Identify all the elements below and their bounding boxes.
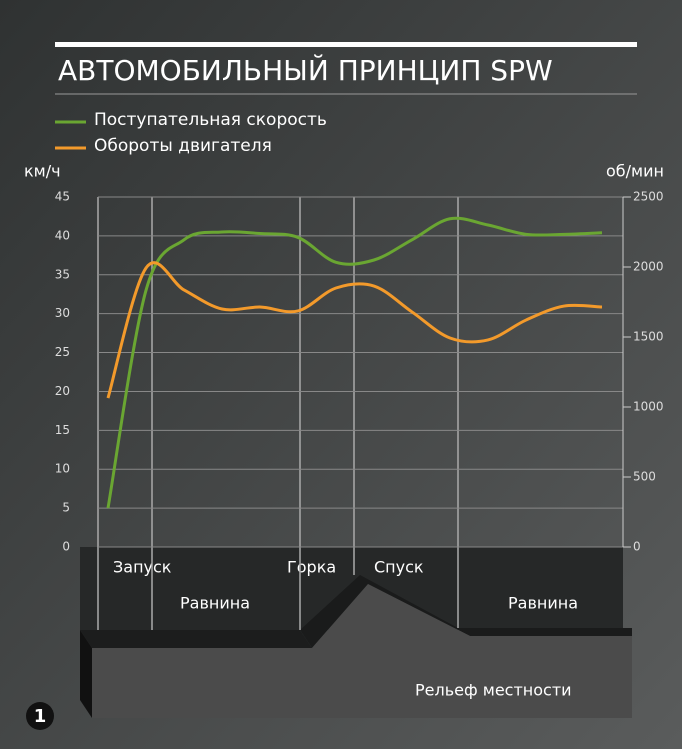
y-tick-label: 35: [55, 267, 70, 281]
terrain-top: [80, 630, 312, 648]
badge-label: 1: [34, 706, 47, 727]
y2-tick-label: 2500: [633, 190, 664, 204]
y2-tick-label: 2000: [633, 260, 664, 274]
y-axis-label: км/ч: [24, 162, 61, 181]
y-tick-label: 5: [62, 501, 70, 515]
y-tick-label: 45: [55, 190, 70, 204]
annotation: Равнина: [508, 594, 578, 613]
y2-tick-label: 0: [633, 540, 641, 554]
y-tick-label: 20: [55, 384, 70, 398]
annotation: Рельеф местности: [415, 681, 572, 700]
y2-axis-label: об/мин: [606, 162, 664, 181]
y-tick-label: 25: [55, 345, 70, 359]
y-tick-label: 40: [55, 228, 70, 242]
legend-label: Обороты двигателя: [94, 136, 272, 156]
y2-tick-label: 1500: [633, 330, 664, 344]
y2-tick-label: 500: [633, 470, 656, 484]
page: {"chart_data": {"type": "line", "title":…: [0, 0, 682, 749]
annotation: Равнина: [180, 594, 250, 613]
title-bar: [55, 42, 637, 47]
annotation: Запуск: [113, 558, 172, 577]
annotation: Горка: [287, 558, 336, 577]
annotation: Спуск: [374, 558, 424, 577]
y-tick-label: 30: [55, 306, 70, 320]
y-tick-label: 15: [55, 423, 70, 437]
y-tick-label: 10: [55, 462, 70, 476]
legend-label: Поступательная скорость: [94, 110, 327, 130]
chart-title: АВТОМОБИЛЬНЫЙ ПРИНЦИП SPW: [58, 53, 553, 87]
y2-tick-label: 1000: [633, 400, 664, 414]
chart: АВТОМОБИЛЬНЫЙ ПРИНЦИП SPW км/ч об/мин 1 …: [0, 0, 682, 749]
y-tick-label: 0: [62, 540, 70, 554]
